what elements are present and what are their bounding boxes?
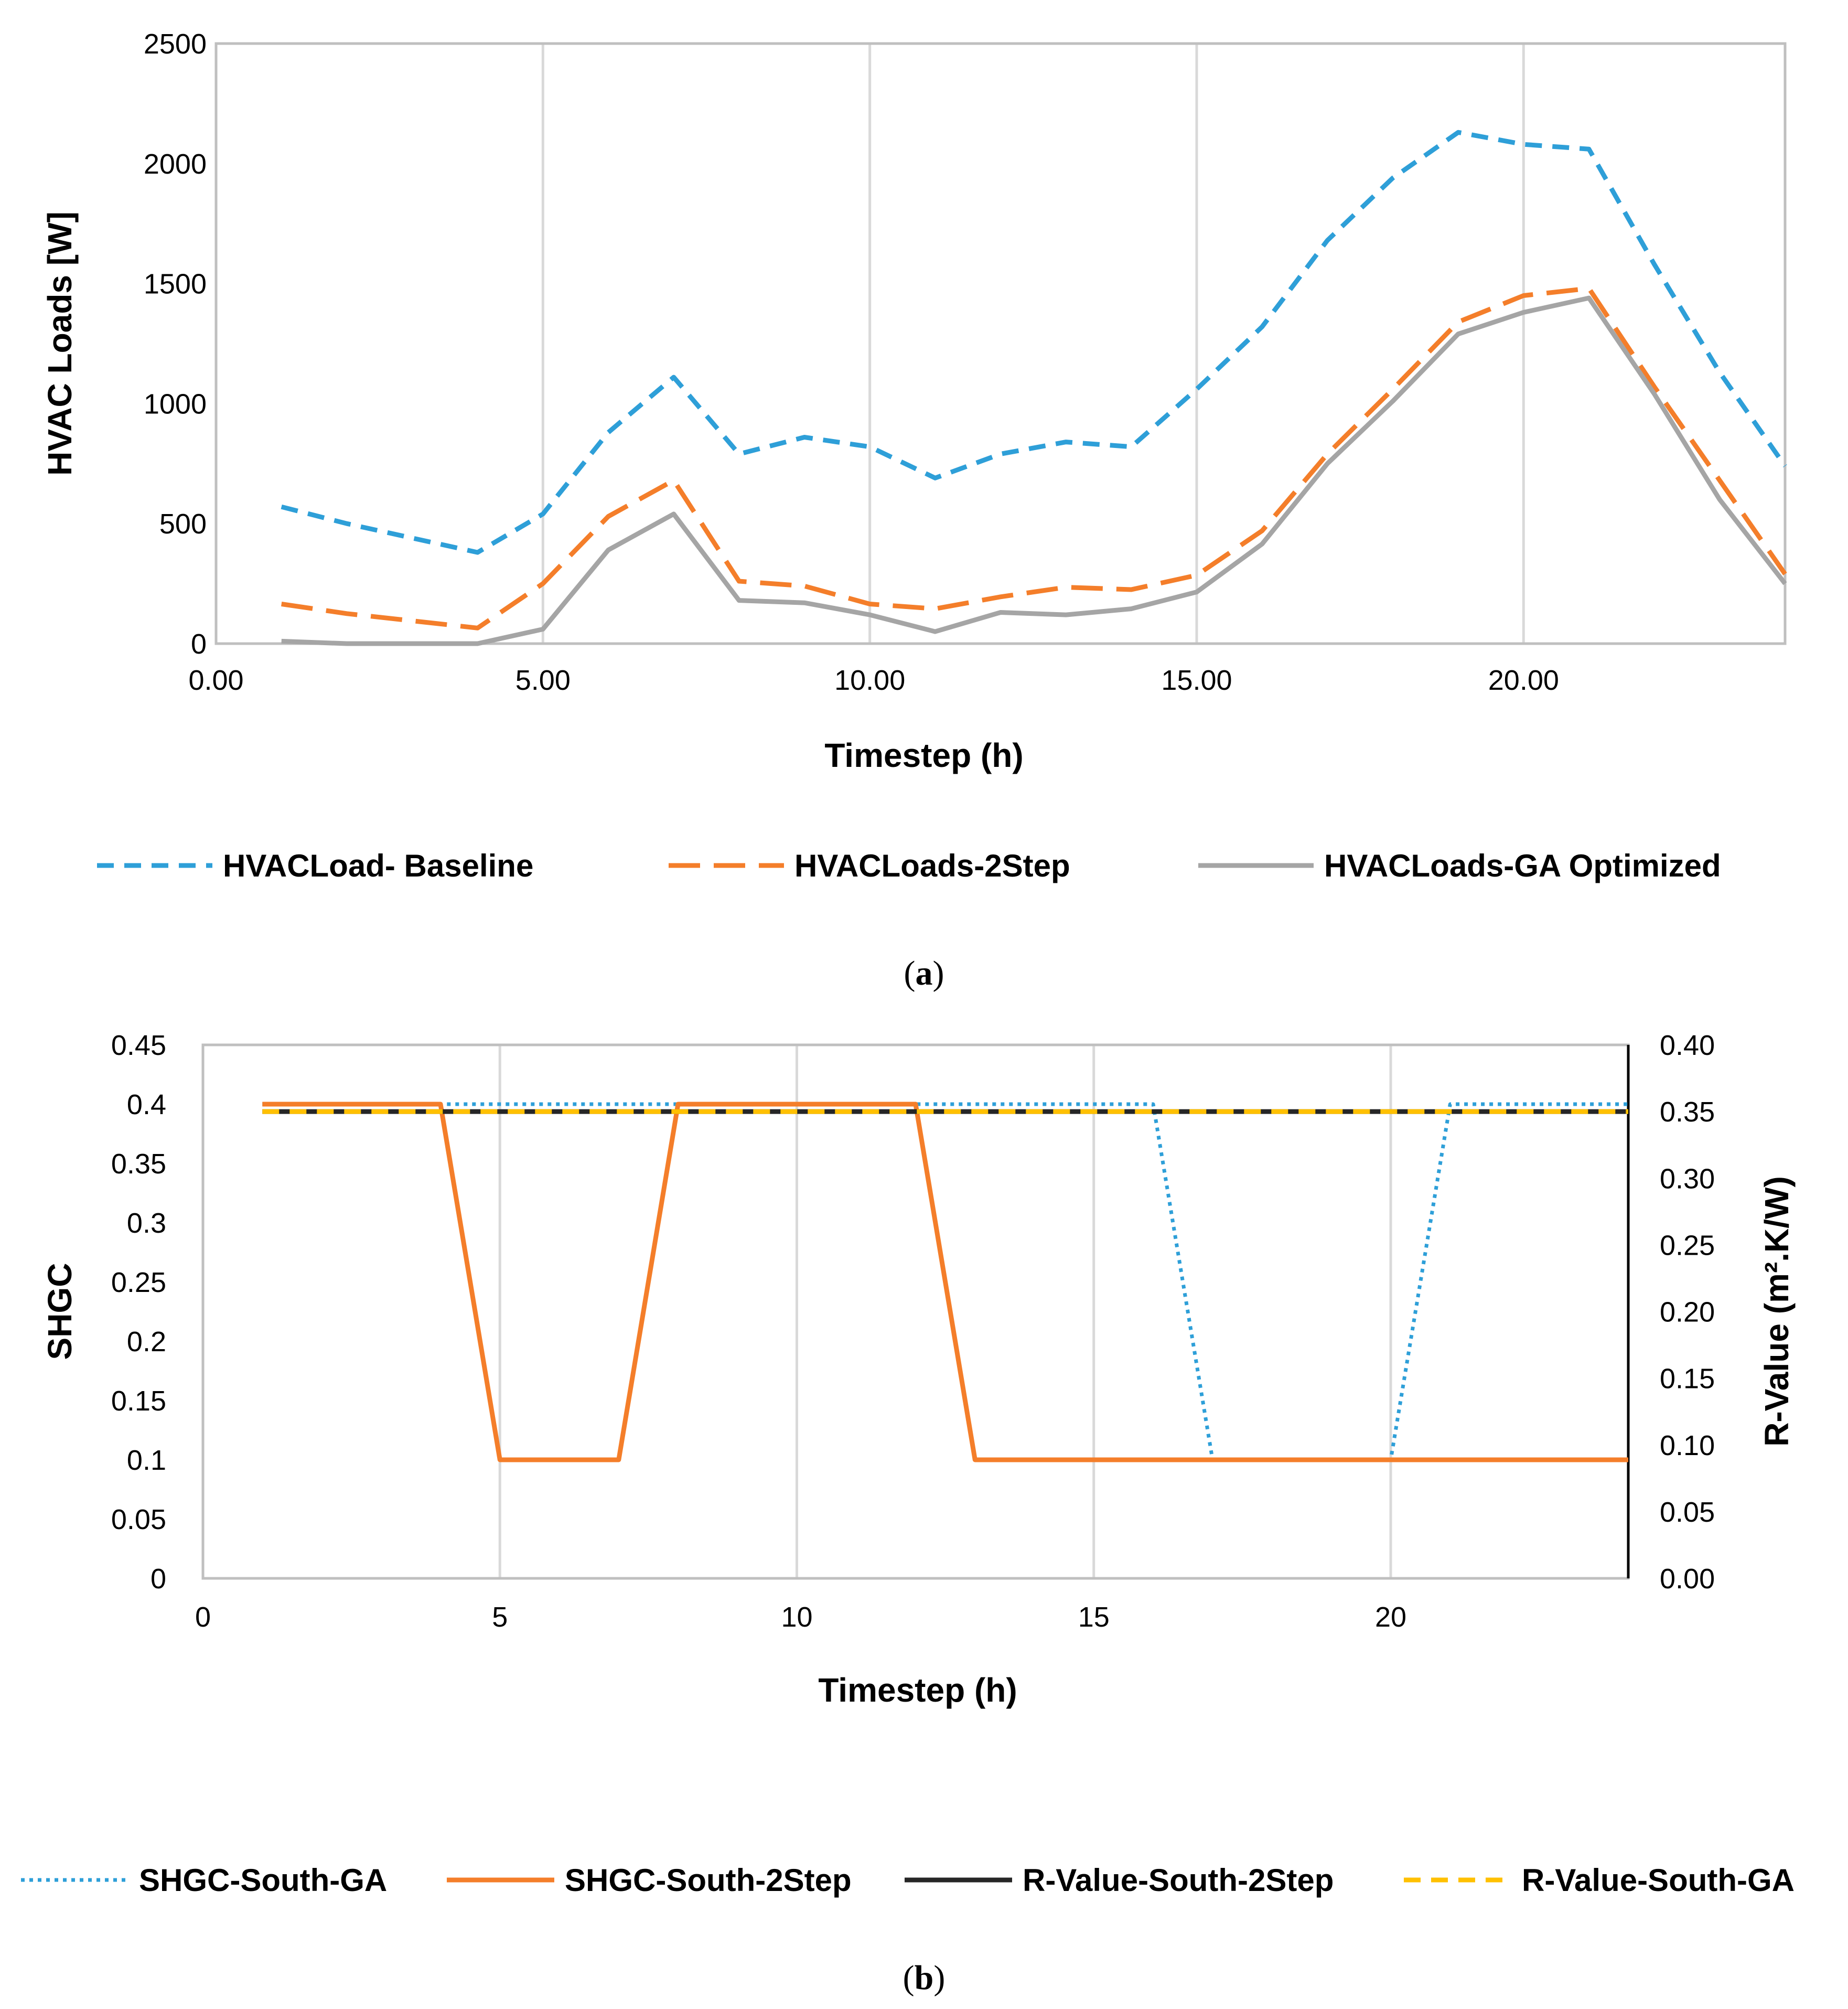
chart-b-series-line-0 [262, 1102, 1628, 1462]
chart-a-y-tick-label: 1000 [144, 388, 207, 420]
chart-a-y-axis-title: HVAC Loads [W] [41, 211, 79, 476]
chart-b-y-tick-label: 0.15 [111, 1385, 166, 1417]
chart-b-y2-tick-label: 0.20 [1660, 1297, 1715, 1328]
chart-b-legend-label-2: R-Value-South-2Step [1023, 1863, 1334, 1898]
chart-b-y2-tick-label: 0.35 [1660, 1096, 1715, 1128]
chart-b-legend-label-1: SHGC-South-2Step [565, 1863, 852, 1898]
chart-b-y2-tick-label: 0.15 [1660, 1363, 1715, 1395]
chart-b-y-tick-label: 0.3 [127, 1207, 166, 1239]
chart-a-x-axis-title: Timestep (h) [824, 736, 1023, 774]
chart-a-y-tick-label: 500 [159, 508, 207, 540]
chart-a-series-line-1 [281, 286, 1787, 631]
chart-b-x-tick-label: 10 [781, 1601, 812, 1633]
chart-a-x-tick-label: 0.00 [188, 665, 243, 696]
chart-b-y2-tick-label: 0.40 [1660, 1030, 1715, 1061]
chart-b-caption: (b) [903, 1959, 946, 1997]
chart-b-y2-tick-label: 0.25 [1660, 1230, 1715, 1261]
chart-a-x-tick-label: 10.00 [834, 665, 905, 696]
chart-a-x-tick-label: 20.00 [1488, 665, 1559, 696]
chart-a-frame [214, 42, 1787, 645]
chart-b-y-tick-label: 0.45 [111, 1030, 166, 1061]
chart-a-legend-label-0: HVACLoad- Baseline [223, 848, 533, 883]
chart-a-x-tick-label: 15.00 [1161, 665, 1232, 696]
chart-b-legend-label-3: R-Value-South-GA [1522, 1863, 1795, 1898]
chart-b-x-tick-label: 15 [1078, 1601, 1110, 1633]
chart-a-y-tick-label: 1500 [144, 269, 207, 300]
chart-a-y-tick-label: 2000 [144, 148, 207, 180]
chart-a-legend-label-1: HVACLoads-2Step [794, 848, 1070, 883]
chart-b-x-tick-label: 5 [492, 1601, 508, 1633]
chart-b-y2-tick-label: 0.30 [1660, 1163, 1715, 1194]
chart-b-y-tick-label: 0.1 [127, 1445, 166, 1476]
chart-b-y2-tick-label: 0.10 [1660, 1430, 1715, 1461]
chart-b-y2-tick-label: 0.05 [1660, 1497, 1715, 1528]
chart-b-x-axis-title: Timestep (h) [818, 1671, 1017, 1709]
chart-b-y-tick-label: 0.4 [127, 1089, 166, 1120]
chart-a-caption: (a) [904, 954, 944, 992]
chart-a-y-tick-label: 0 [191, 628, 207, 660]
chart-b-y-tick-label: 0.05 [111, 1504, 166, 1535]
chart-b-caption-label: b [915, 1959, 934, 1997]
chart-a-series-line-2 [281, 295, 1787, 646]
chart-b: 0 0.05 0.1 0.15 0.2 0.25 0.3 0.35 0.4 0.45 0.00 0.0… [21, 1030, 1796, 1997]
chart-a-y-tick-label: 2500 [144, 28, 207, 60]
chart-b-legend-label-0: SHGC-South-GA [139, 1863, 387, 1898]
chart-b-x-tick-label: 0 [195, 1601, 211, 1633]
chart-b-y-axis-title: SHGC [41, 1263, 79, 1360]
chart-b-y2-tick-label: 0.00 [1660, 1563, 1715, 1595]
chart-b-x-tick-label: 20 [1375, 1601, 1406, 1633]
chart-b-y-tick-label: 0.2 [127, 1326, 166, 1358]
chart-b-y-tick-label: 0.25 [111, 1267, 166, 1298]
chart-b-series-line-1 [262, 1102, 1628, 1462]
chart-a-caption-label: a [916, 954, 933, 992]
chart-a: 0 500 1000 1500 2000 2500 0.00 5.00 10.00 15.00 20… [41, 28, 1787, 992]
chart-a-series-line-0 [281, 130, 1787, 555]
chart-a-x-tick-label: 5.00 [515, 665, 571, 696]
chart-b-y-tick-label: 0 [151, 1563, 166, 1595]
chart-b-y-tick-label: 0.35 [111, 1148, 166, 1180]
chart-b-y2-axis-title: R-Value (m².K/W) [1758, 1176, 1796, 1447]
chart-a-legend-label-2: HVACLoads-GA Optimized [1324, 848, 1721, 883]
